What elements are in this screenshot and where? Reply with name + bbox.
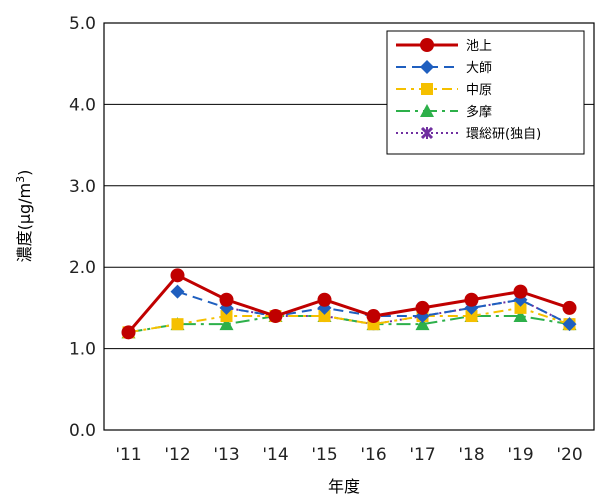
data-point-marker [268, 309, 283, 324]
x-tick-label: '11 [115, 445, 141, 465]
y-axis-title-unit-mu: μ [15, 214, 34, 224]
series-group [121, 268, 577, 340]
y-axis-title-prefix: 濃度( [15, 224, 34, 262]
data-point-marker [513, 284, 528, 299]
data-point-marker [121, 325, 136, 340]
legend-swatch-marker [420, 104, 434, 117]
data-point-marker [219, 292, 234, 307]
x-tick-label: '15 [311, 445, 337, 465]
data-point-marker [220, 310, 233, 323]
data-point-marker [366, 309, 381, 324]
x-tick-label: '18 [458, 445, 484, 465]
y-tick-label: 4.0 [69, 95, 96, 115]
y-axis-title-superscript: 3 [14, 176, 27, 183]
series-4 [121, 309, 577, 339]
legend-label: 環総研(独自) [466, 127, 541, 142]
legend-box [386, 30, 585, 155]
y-axis-title-suffix: ) [15, 170, 34, 176]
y-tick-label: 2.0 [69, 258, 96, 278]
y-tick-label: 5.0 [69, 14, 96, 34]
x-tick-label: '17 [409, 445, 435, 465]
data-point-marker [170, 268, 185, 283]
legend-label: 大師 [466, 61, 492, 76]
data-point-marker [562, 300, 577, 315]
series-1 [121, 268, 577, 340]
legend-swatch-marker [420, 60, 434, 74]
data-point-marker [317, 292, 332, 307]
legend-swatch-marker [420, 38, 434, 52]
legend-label: 多摩 [466, 104, 492, 120]
x-tick-label: '13 [213, 445, 239, 465]
y-tick-label: 1.0 [69, 340, 96, 360]
legend-swatch-marker [420, 126, 434, 140]
legend-swatch-marker [421, 83, 433, 95]
data-point-marker [219, 317, 234, 331]
x-tick-label: '19 [507, 445, 533, 465]
data-point-marker [318, 310, 331, 323]
legend-entry: 中原 [396, 83, 492, 98]
legend-entry: 大師 [396, 60, 492, 76]
x-tick-label: '14 [262, 445, 288, 465]
legend-entry: 池上 [396, 38, 492, 54]
legend-label: 中原 [466, 83, 492, 98]
series-line [127, 273, 570, 334]
legend-label: 池上 [466, 39, 492, 54]
data-point-marker [415, 300, 430, 315]
data-point-marker [170, 284, 185, 299]
data-point-marker [464, 292, 479, 307]
y-tick-label: 3.0 [69, 177, 96, 197]
data-point-marker [171, 318, 184, 331]
plot-area [103, 22, 595, 431]
x-axis-tick-labels: '11 '12 '13 '14 '15 '16 '17 '18 '19 '20 [115, 445, 582, 465]
data-point-marker [514, 301, 527, 314]
y-axis-title-unit: g/m [15, 183, 34, 214]
x-axis-title: 年度 [328, 477, 360, 496]
data-point-marker [562, 317, 577, 332]
data-point-marker [415, 317, 430, 331]
legend-entry: 環総研(独自) [396, 126, 541, 142]
x-tick-label: '12 [164, 445, 190, 465]
y-axis-tick-labels: 0.0 1.0 2.0 3.0 4.0 5.0 [69, 14, 96, 441]
y-axis-title: 濃度(μg/m3) [14, 170, 34, 263]
x-tick-label: '20 [556, 445, 582, 465]
y-tick-label: 0.0 [69, 421, 96, 441]
series-line [128, 306, 570, 334]
data-point-marker [513, 309, 528, 323]
series-line [128, 315, 570, 334]
data-point-marker [465, 310, 478, 323]
x-tick-label: '16 [360, 445, 386, 465]
legend-entry: 多摩 [396, 104, 492, 120]
